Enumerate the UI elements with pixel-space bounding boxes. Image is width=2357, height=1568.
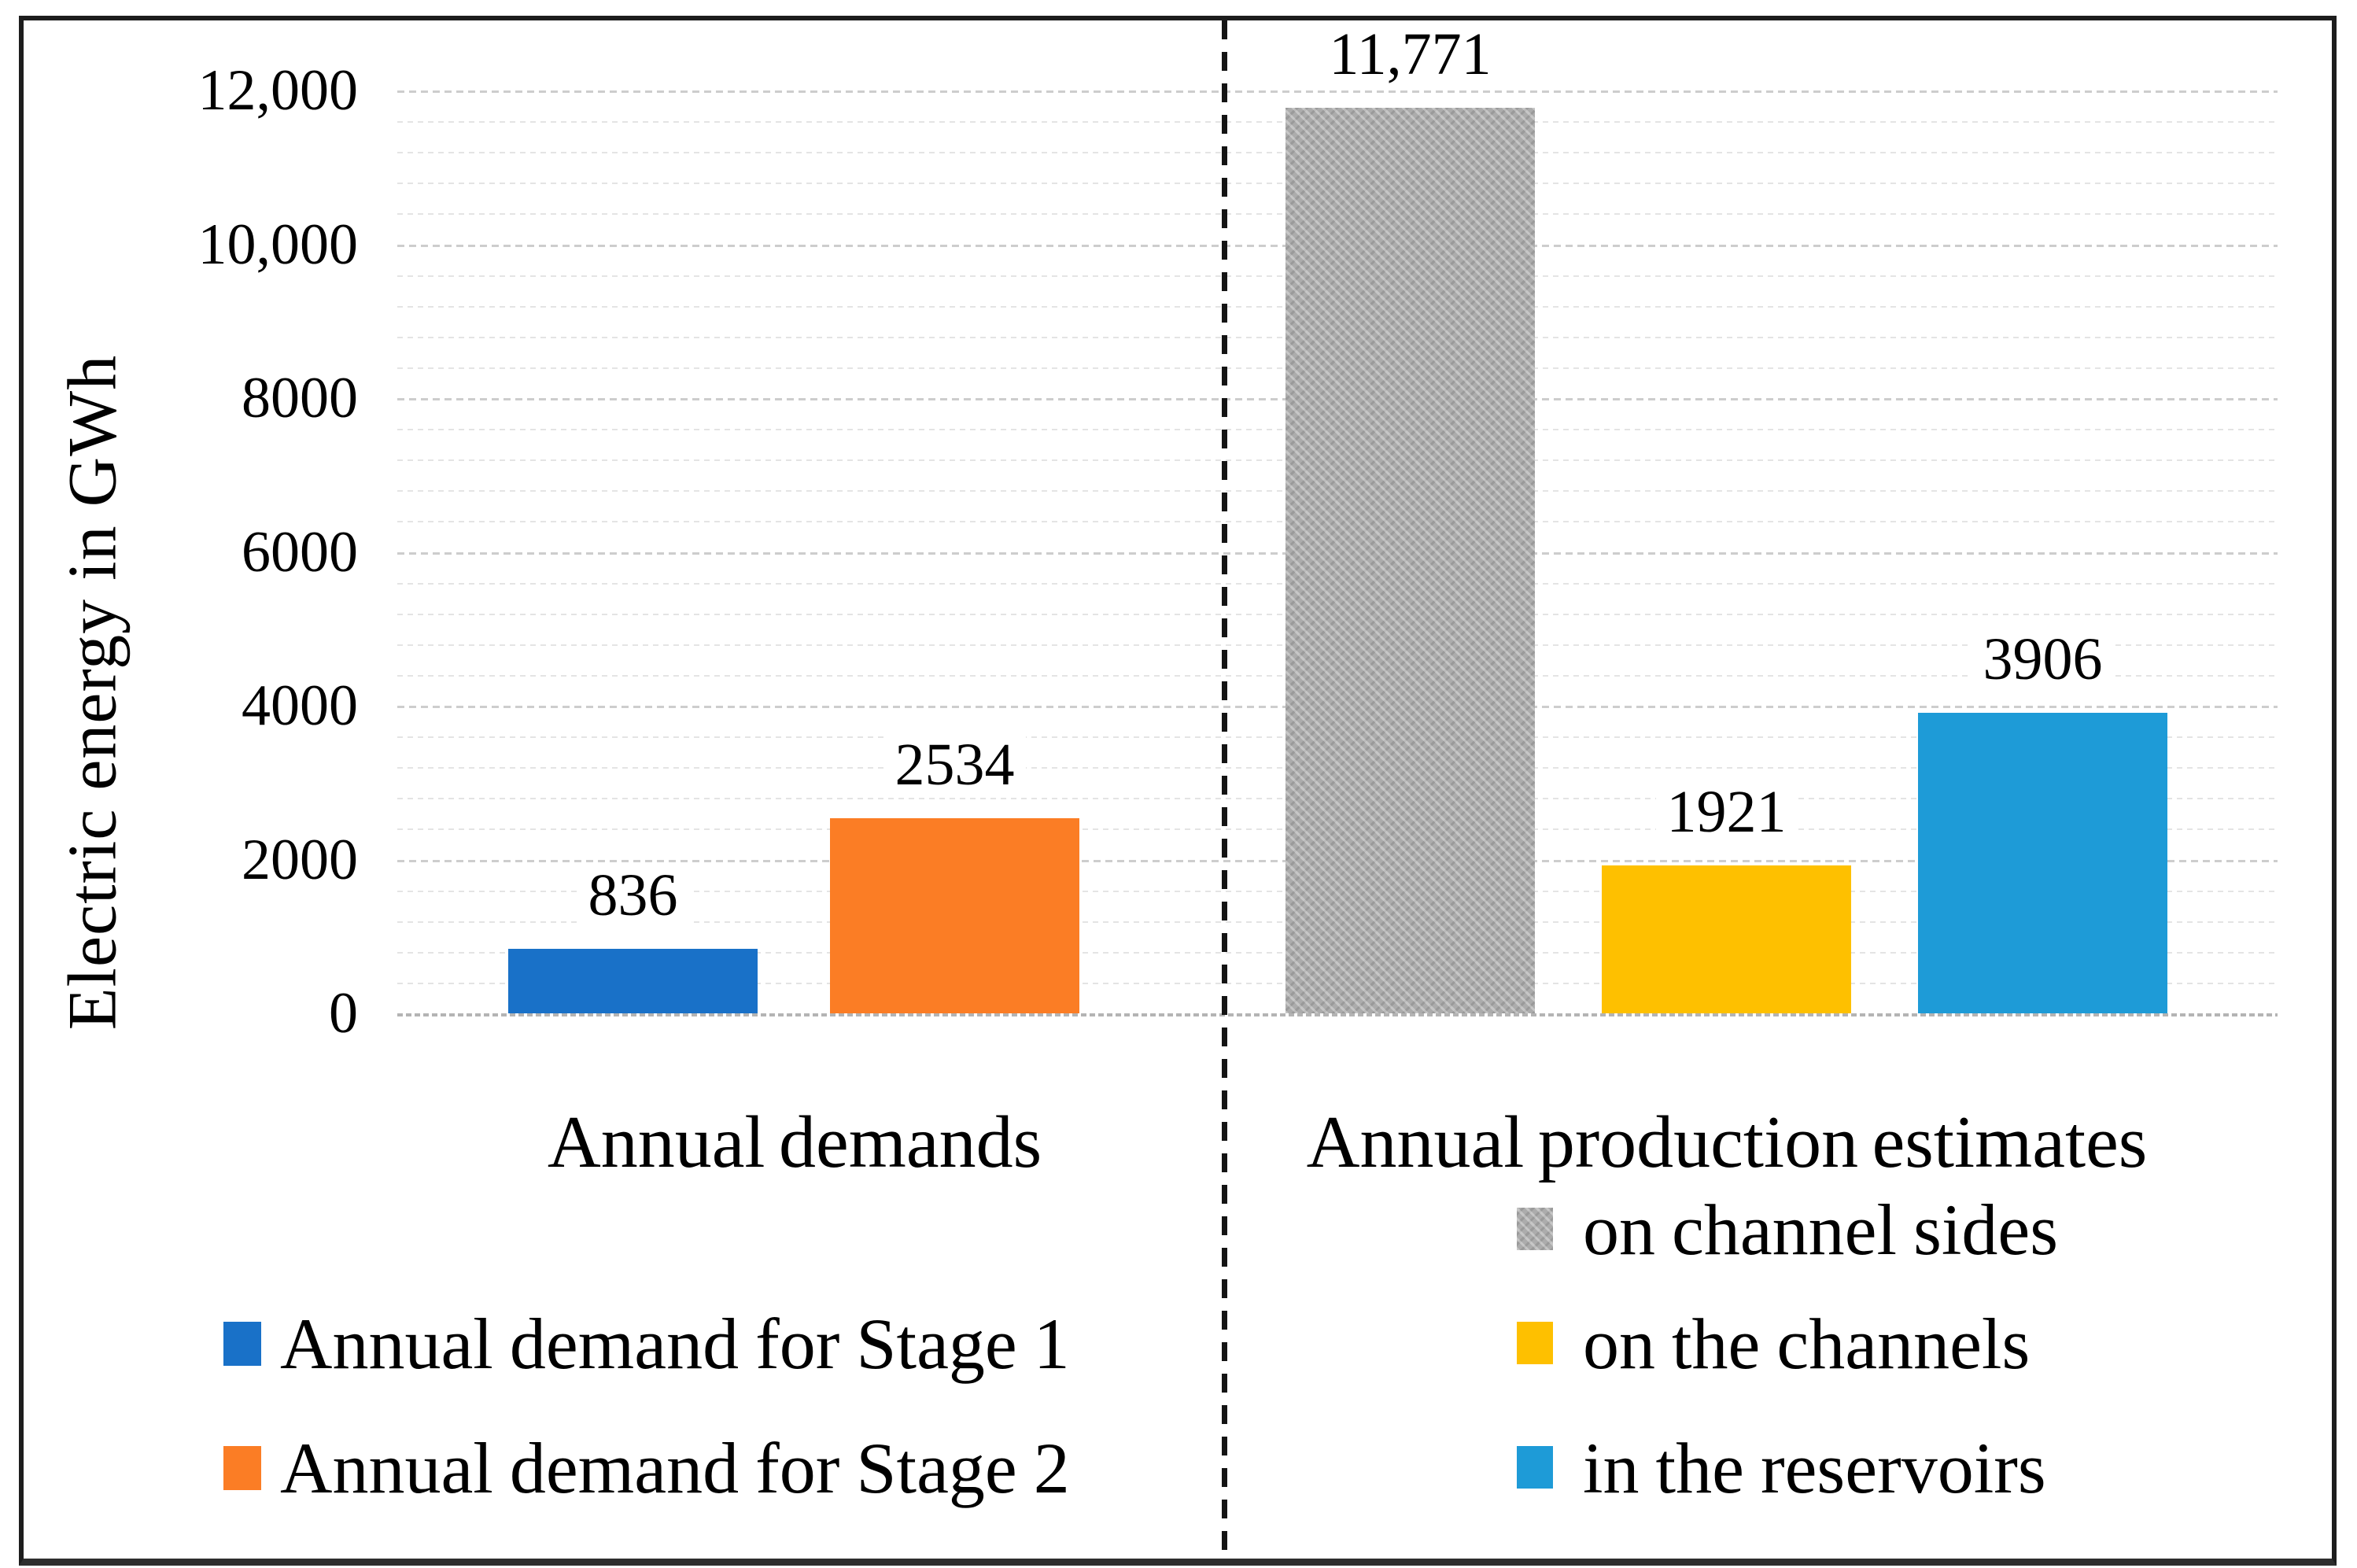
bar-on-channel-sides (1285, 108, 1535, 1013)
legend-label-stage-2: Annual demand for Stage 2 (280, 1428, 1070, 1508)
bar-value-label: 11,771 (1318, 21, 1503, 88)
bar-value-label: 3906 (1972, 626, 2114, 693)
bar-value-label: 1921 (1655, 779, 1798, 846)
legend-swatch-stage-1 (223, 1322, 261, 1366)
figure-border (19, 16, 2337, 1566)
bar-value-label: 2534 (883, 732, 1026, 799)
legend-label-reservoirs: in the reservoirs (1583, 1428, 2046, 1508)
bar-in-the-reservoirs (1918, 713, 2167, 1013)
category-label-annual-demands: Annual demands (547, 1101, 1042, 1183)
bar-annual-demand-for-stage-1 (508, 949, 758, 1013)
major-gridline (397, 1013, 2278, 1016)
category-separator-dashed-line (1222, 20, 1227, 1559)
bar-value-label: 836 (577, 862, 689, 929)
legend-swatch-on-channels (1517, 1322, 1553, 1364)
category-label-annual-production-estimates: Annual production estimates (1306, 1101, 2148, 1183)
y-tick-label: 12,000 (197, 58, 359, 123)
legend-swatch-channel-sides (1517, 1208, 1553, 1250)
legend-label-channel-sides: on channel sides (1583, 1190, 2059, 1270)
legend-label-on-channels: on the channels (1583, 1304, 2031, 1384)
y-tick-label: 2000 (242, 827, 358, 892)
legend-swatch-reservoirs (1517, 1446, 1553, 1489)
y-tick-label: 0 (329, 981, 358, 1046)
y-tick-label: 8000 (242, 366, 358, 430)
legend-label-stage-1: Annual demand for Stage 1 (280, 1304, 1070, 1384)
y-tick-label: 4000 (242, 673, 358, 738)
major-gridline (397, 90, 2278, 93)
y-tick-label: 10,000 (197, 212, 359, 277)
bar-annual-demand-for-stage-2 (830, 818, 1079, 1013)
legend-swatch-stage-2 (223, 1446, 261, 1490)
y-tick-label: 6000 (242, 519, 358, 585)
bar-on-the-channels (1602, 865, 1851, 1013)
